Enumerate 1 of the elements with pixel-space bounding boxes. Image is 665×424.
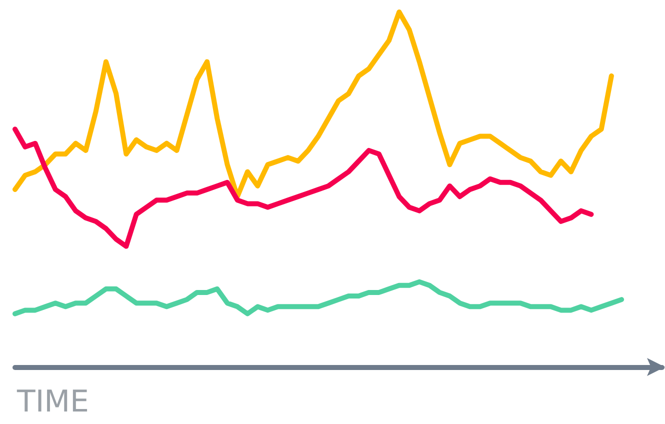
x-axis-title: TIME: [16, 384, 90, 420]
